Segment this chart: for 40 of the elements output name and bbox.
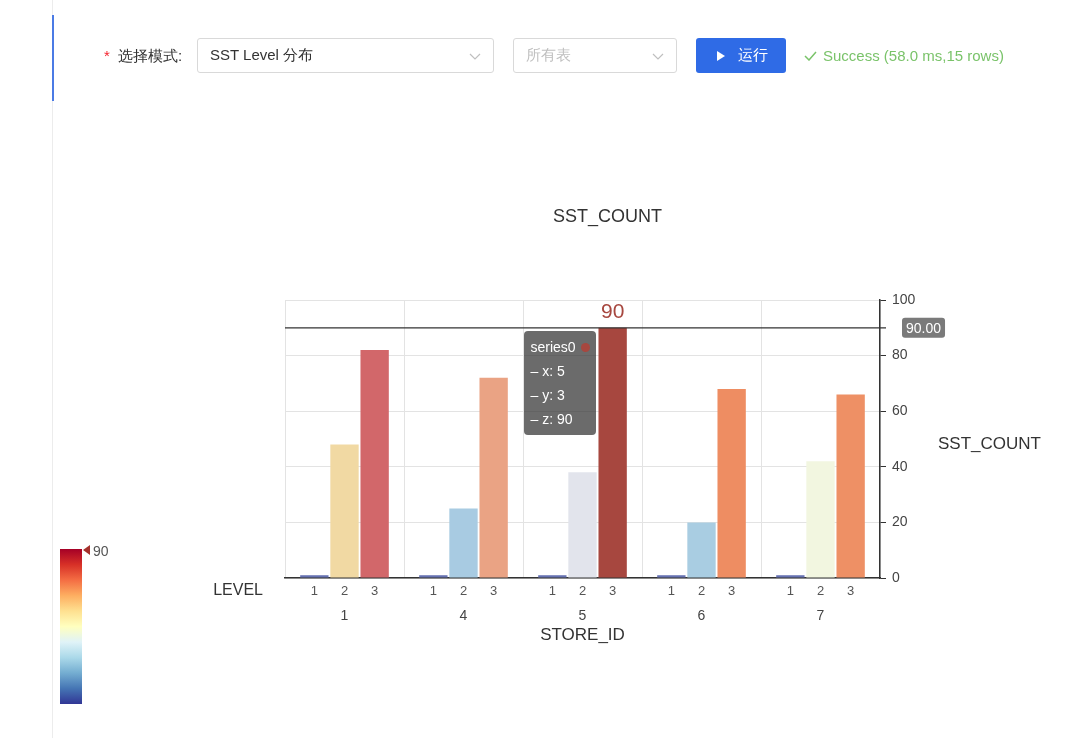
text: Success (58.0 ms,15 rows) [823,46,1004,66]
text: 3 [847,582,855,598]
legend-title: LEVEL [213,581,264,599]
chart-title: SST_COUNT [552,205,663,227]
text: 选择模式: [118,46,183,66]
y-tick-label: 0 [892,568,900,585]
select-field: SST Level 分布 [197,38,494,73]
ref-line-label: 90.00 [906,319,942,336]
category-label: 1 [548,582,556,598]
text: 3 [490,582,498,598]
y-tick-label: 20 [892,513,908,530]
category-label: 1 [429,582,437,598]
x-tick-label: 7 [816,607,825,624]
y-tick-label: 40 [892,457,908,474]
select-field: 所有表 [513,38,677,73]
x-tick-label: 5 [578,607,587,624]
annotation: series0 – x: 5 – y: 3 – z: 90 [530,337,576,429]
data-label: 90 [600,299,625,323]
y-axis-title: SST_COUNT [938,433,1041,453]
x-tick-label: 1 [340,607,349,624]
series-label: 3 [371,582,379,598]
text: 2 [578,582,587,598]
series-label: 2 [340,582,349,598]
text: 90 [93,542,109,561]
text: 2 [816,582,825,598]
y-tick-label: 60 [892,402,908,419]
x-tick-label: 4 [459,607,468,624]
y-tick-label: 80 [892,346,908,363]
button: 运行 [696,38,786,73]
y-tick-label: 100 [892,290,916,307]
x-tick-label: 6 [697,607,706,624]
category-label: 1 [667,582,675,598]
text: 2 [697,582,706,598]
x-axis-title: STORE_ID [540,625,625,645]
text: 2 [459,582,468,598]
text: 3 [728,582,736,598]
text: 3 [609,582,617,598]
text: * [104,46,110,66]
series-label: 1 [310,582,318,598]
category-label: 1 [786,582,794,598]
